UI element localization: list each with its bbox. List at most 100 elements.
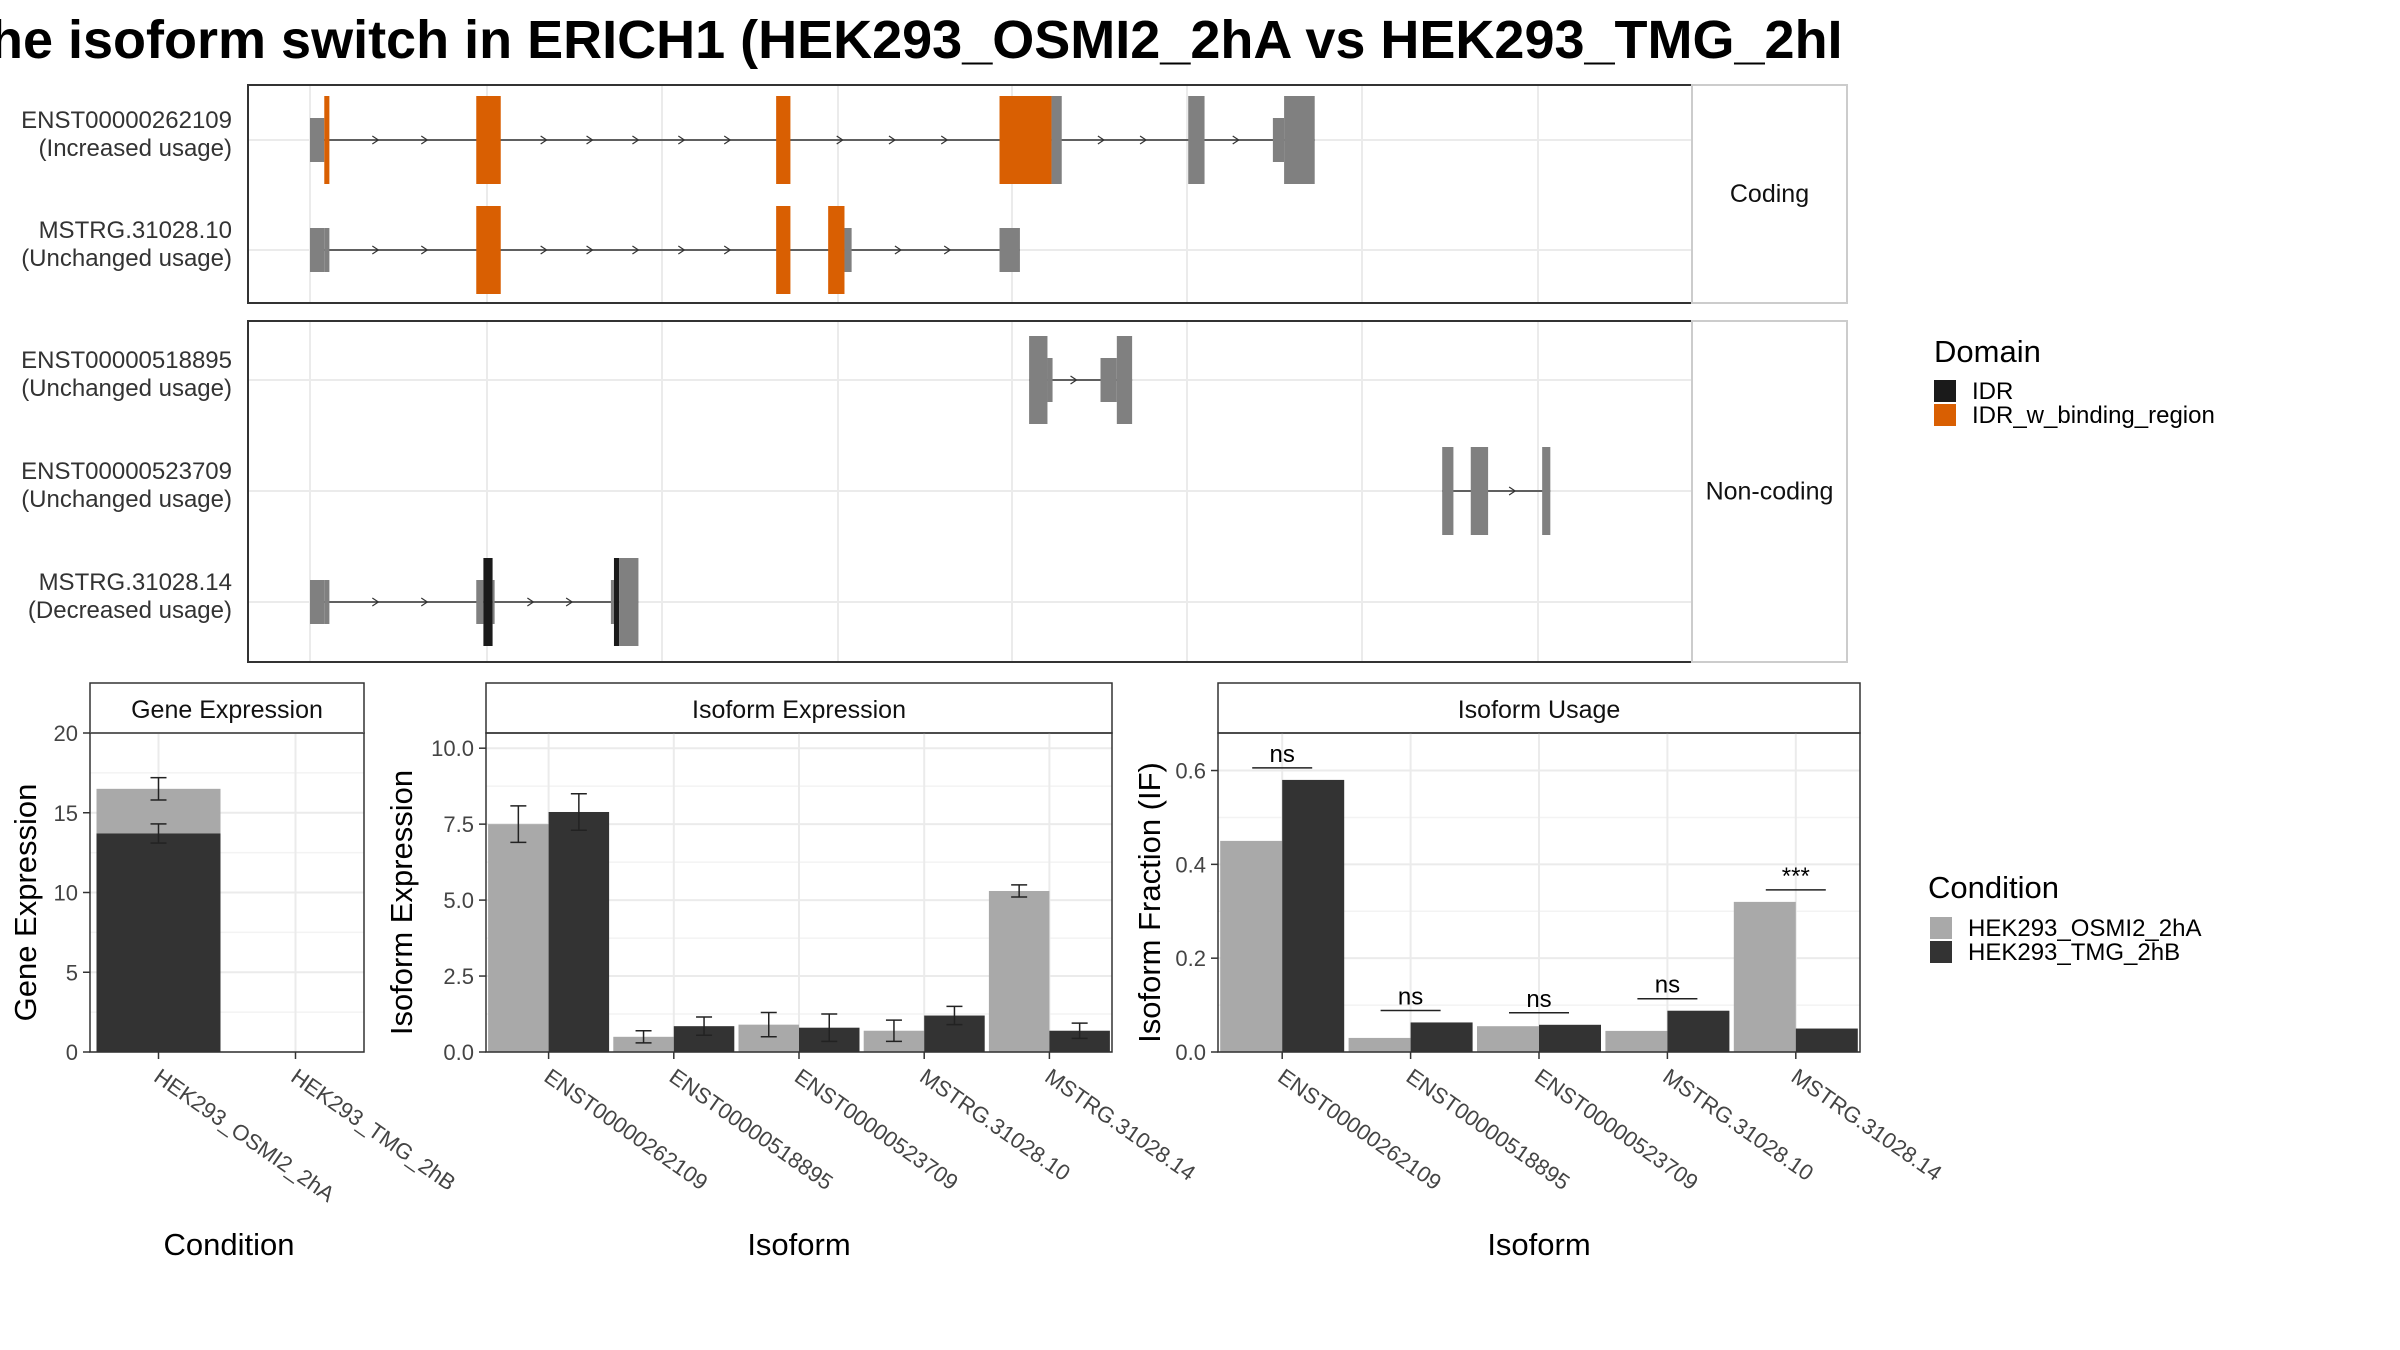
bar <box>1477 1026 1539 1052</box>
intron-arrow <box>1097 135 1105 145</box>
facet-label: Coding <box>1730 180 1809 208</box>
exon-block <box>476 206 501 294</box>
exon-block <box>1100 358 1117 402</box>
exon-block <box>999 228 1020 272</box>
x-axis-title: Isoform <box>1487 1227 1590 1262</box>
exon-block <box>1029 336 1048 424</box>
facet-strip-label: Isoform Usage <box>1458 696 1621 724</box>
domain-legend-swatch <box>1934 380 1956 402</box>
intron-arrow <box>940 135 949 145</box>
y-tick-label: 10.0 <box>431 736 474 761</box>
y-tick-label: 0.2 <box>1175 946 1206 971</box>
intron-arrow <box>565 597 574 607</box>
y-tick-label: 2.5 <box>443 964 474 989</box>
exon-block <box>310 228 325 272</box>
exon-block <box>776 206 791 294</box>
y-tick-label: 5.0 <box>443 888 474 913</box>
facet-strip-label: Gene Expression <box>131 696 323 724</box>
y-axis-title: Isoform Expression <box>384 770 419 1035</box>
bar <box>1410 1022 1473 1052</box>
facet-strip <box>485 682 1113 734</box>
intron-arrow <box>372 135 380 145</box>
exon-block <box>1116 336 1133 424</box>
bar <box>1049 1030 1110 1052</box>
domain-legend-label: IDR <box>1972 378 2013 405</box>
transcript-id: MSTRG.31028.14 <box>39 569 232 596</box>
bar <box>548 811 610 1052</box>
intron-arrow <box>723 135 732 145</box>
exon-block <box>1470 447 1489 535</box>
exon-block <box>324 228 330 272</box>
exon-block <box>310 580 325 624</box>
intron-arrow <box>943 245 952 255</box>
bar <box>1733 901 1796 1052</box>
bar-chart-panels: Gene Expression05101520HEK293_OSMI2_2hAH… <box>8 682 1947 1262</box>
condition-legend-title: Condition <box>1928 870 2059 905</box>
exon-block <box>476 96 501 184</box>
bar <box>988 890 1050 1052</box>
exon-block <box>476 580 484 624</box>
intron-arrow <box>836 135 844 145</box>
bar <box>488 824 549 1052</box>
y-tick-label: 0.6 <box>1175 759 1206 784</box>
condition-legend-label: HEK293_OSMI2_2hA <box>1968 915 2201 942</box>
domain-legend-swatch <box>1934 404 1956 426</box>
transcript-usage: (Decreased usage) <box>28 597 232 624</box>
exon-block <box>610 580 614 624</box>
y-tick-label: 20 <box>54 721 78 746</box>
intron-arrow <box>527 597 535 607</box>
facet-strip <box>1217 682 1861 734</box>
y-tick-label: 0.4 <box>1175 852 1206 877</box>
bar <box>1348 1037 1411 1052</box>
intron-arrow <box>1508 486 1517 496</box>
panel-border <box>247 84 1693 304</box>
significance-label: *** <box>1782 863 1810 890</box>
exon-block <box>1051 96 1062 184</box>
domain-legend-label: IDR_w_binding_region <box>1972 402 2215 429</box>
chart-panel-isoform-expression: Isoform Expression0.02.55.07.510.0ENST00… <box>384 682 1200 1262</box>
condition-legend-swatch <box>1930 917 1952 939</box>
intron-arrow <box>586 135 594 145</box>
exon-block <box>828 206 845 294</box>
transcript-usage: (Increased usage) <box>39 135 232 162</box>
bar <box>1667 1010 1730 1052</box>
facet-label: Non-coding <box>1706 478 1834 506</box>
bar <box>1282 779 1345 1052</box>
transcript-id: ENST00000523709 <box>21 458 232 485</box>
exon-block <box>1047 358 1053 402</box>
intron-arrow <box>632 245 640 255</box>
domain-legend-title: Domain <box>1934 334 2041 369</box>
intron-arrow <box>888 135 897 145</box>
transcript-usage: (Unchanged usage) <box>21 245 232 272</box>
intron-arrow <box>372 597 380 607</box>
intron-arrow <box>420 597 429 607</box>
exon-block <box>619 558 639 646</box>
x-axis-title: Condition <box>164 1227 295 1262</box>
intron-arrow <box>678 135 686 145</box>
intron-arrow <box>420 135 429 145</box>
exon-block <box>613 558 620 646</box>
exon-block <box>324 580 330 624</box>
transcript-id: ENST00000518895 <box>21 347 232 374</box>
y-tick-label: 7.5 <box>443 812 474 837</box>
bar <box>1605 1030 1668 1052</box>
y-axis-title: Gene Expression <box>8 784 43 1022</box>
bar <box>1220 840 1283 1052</box>
x-axis-title: Isoform <box>747 1227 850 1262</box>
exon-block <box>1542 447 1551 535</box>
y-tick-label: 0 <box>66 1040 78 1065</box>
transcript-id: ENST00000262109 <box>21 107 232 134</box>
exon-block <box>483 558 493 646</box>
intron-arrow <box>540 245 548 255</box>
intron-arrow <box>632 135 640 145</box>
intron-arrow <box>586 245 594 255</box>
exon-block <box>324 96 330 184</box>
y-tick-label: 0.0 <box>1175 1040 1206 1065</box>
y-tick-label: 10 <box>54 881 78 906</box>
intron-arrow <box>372 245 380 255</box>
bar <box>1539 1024 1601 1052</box>
